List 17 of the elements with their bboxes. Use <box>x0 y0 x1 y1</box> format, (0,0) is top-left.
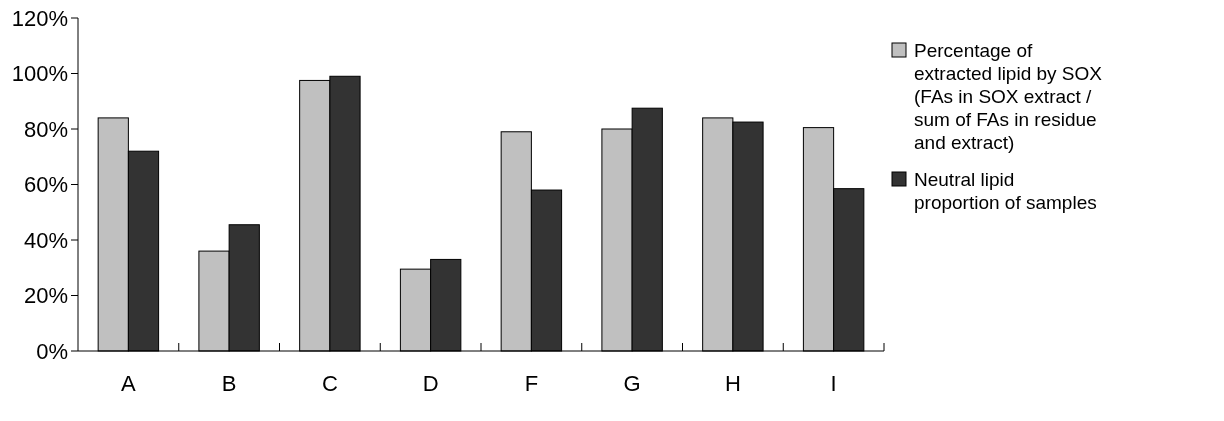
x-tick-label: H <box>724 371 741 396</box>
y-tick-label: 80% <box>23 116 68 142</box>
x-tick-label: B <box>221 371 237 396</box>
y-tick-label: 20% <box>23 283 68 309</box>
x-tick-label: F <box>524 371 539 396</box>
y-tick-label: 120% <box>11 5 68 31</box>
y-tick-label: 0% <box>36 338 68 364</box>
legend-label: Percentage of extracted lipid by SOX (FAs in SOX extract / sum of FAs in residue and extract) <box>914 39 1103 153</box>
x-tick-label: I <box>830 371 837 396</box>
x-tick-label: C <box>321 371 338 396</box>
x-tick-label: G <box>623 371 641 396</box>
legend-label: Neutral lipid proportion of samples <box>914 168 1097 213</box>
x-tick-label: D <box>422 371 439 396</box>
y-tick-label: 40% <box>23 227 68 253</box>
y-tick-label: 60% <box>23 172 68 198</box>
x-tick-label: A <box>121 371 137 396</box>
y-tick-label: 100% <box>11 61 68 87</box>
